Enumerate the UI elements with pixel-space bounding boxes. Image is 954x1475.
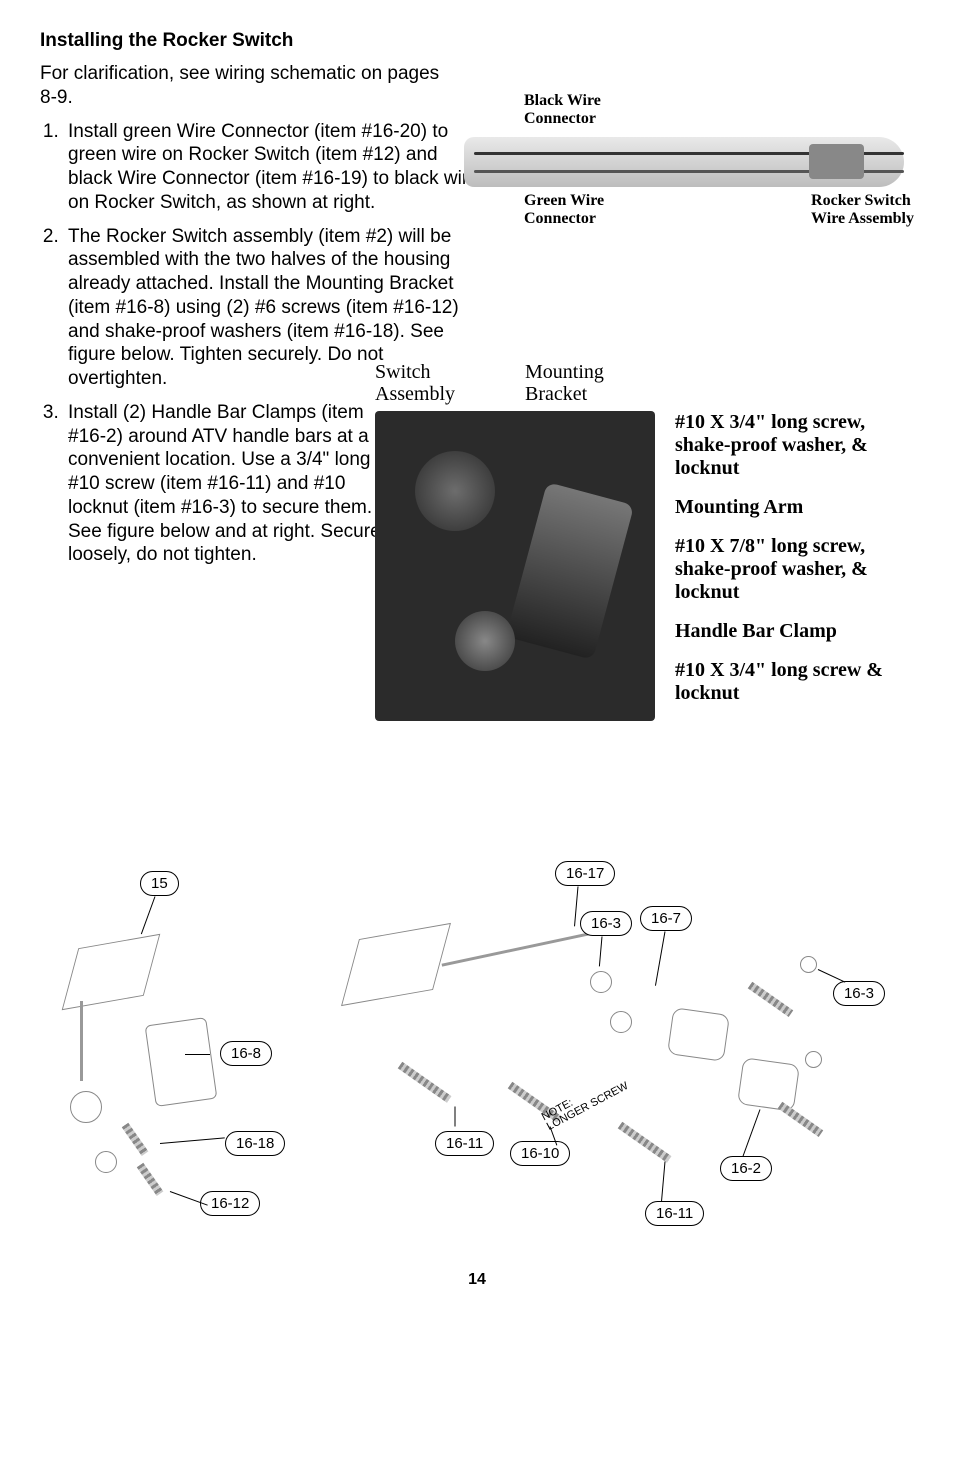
black-wire-label: Black Wire Connector bbox=[524, 92, 601, 127]
switch-assembly-figure: Switch Assembly Mounting Bracket #10 X 3… bbox=[375, 361, 935, 721]
sketch-part bbox=[667, 1007, 730, 1061]
callout-screw-7-8: #10 X 7/8" long screw, shake-proof washe… bbox=[675, 535, 915, 604]
sketch-part bbox=[610, 1011, 632, 1033]
leader-line bbox=[574, 886, 578, 926]
step-1: Install green Wire Connector (item #16-2… bbox=[64, 120, 484, 215]
right-exploded-diagram: NOTE: LONGER SCREW 16-17 16-3 16-7 16-3 … bbox=[320, 861, 890, 1241]
leader-line bbox=[160, 1137, 225, 1144]
callout-screw-3-4: #10 X 3/4" long screw, shake-proof washe… bbox=[675, 411, 915, 480]
left-exploded-diagram: 15 16-8 16-18 16-12 bbox=[40, 861, 300, 1241]
sketch-part bbox=[145, 1017, 218, 1107]
balloon-16-2: 16-2 bbox=[720, 1156, 772, 1181]
bracket-graphic bbox=[506, 482, 634, 660]
knob-graphic bbox=[415, 451, 495, 531]
sketch-screw bbox=[122, 1122, 149, 1155]
sketch-part bbox=[62, 934, 161, 1010]
sketch-part bbox=[70, 1091, 102, 1123]
callout-mounting-arm: Mounting Arm bbox=[675, 496, 915, 519]
rocker-switch-wire-label: Rocker Switch Wire Assembly bbox=[811, 192, 914, 227]
balloon-16-7: 16-7 bbox=[640, 906, 692, 931]
balloon-16-3: 16-3 bbox=[580, 911, 632, 936]
balloon-16-17: 16-17 bbox=[555, 861, 615, 886]
callout-screw-3-4-locknut: #10 X 3/4" long screw & locknut bbox=[675, 659, 915, 705]
sketch-part bbox=[737, 1057, 800, 1111]
green-wire-label: Green Wire Connector bbox=[524, 192, 604, 227]
leader-line bbox=[661, 1161, 665, 1201]
sketch-screw bbox=[618, 1121, 672, 1162]
callouts-column: #10 X 3/4" long screw, shake-proof washe… bbox=[675, 411, 915, 721]
section-heading: Installing the Rocker Switch bbox=[40, 30, 914, 52]
sketch-screw bbox=[137, 1162, 164, 1195]
connector-cap-graphic bbox=[809, 144, 864, 179]
balloon-16-12: 16-12 bbox=[200, 1191, 260, 1216]
steps-list-continued: Install (2) Handle Bar Clamps (item #16-… bbox=[40, 401, 394, 567]
intro-text: For clarification, see wiring schematic … bbox=[40, 62, 440, 110]
leader-line bbox=[742, 1109, 760, 1156]
note-label: NOTE: LONGER SCREW bbox=[540, 1071, 630, 1133]
leader-line bbox=[455, 1106, 456, 1126]
sketch-screw bbox=[778, 1101, 824, 1136]
sketch-part bbox=[80, 1001, 83, 1081]
leader-line bbox=[818, 969, 846, 983]
sketch-part bbox=[805, 1051, 822, 1068]
wire-assembly-figure: Black Wire Connector Green Wire Connecto… bbox=[464, 92, 924, 252]
sketch-part bbox=[590, 971, 612, 993]
balloon-16-10: 16-10 bbox=[510, 1141, 570, 1166]
sketch-screw bbox=[398, 1061, 452, 1102]
sketch-part bbox=[442, 928, 609, 966]
sketch-part bbox=[95, 1151, 117, 1173]
balloon-16-11-bottom: 16-11 bbox=[645, 1201, 704, 1226]
leader-line bbox=[599, 936, 603, 966]
sketch-screw bbox=[748, 981, 794, 1016]
balloon-16-11: 16-11 bbox=[435, 1131, 494, 1156]
switch-assembly-label: Switch Assembly bbox=[375, 361, 525, 405]
step-3: Install (2) Handle Bar Clamps (item #16-… bbox=[64, 401, 394, 567]
leader-line bbox=[185, 1054, 210, 1055]
leader-line bbox=[141, 896, 156, 934]
sketch-part bbox=[800, 956, 817, 973]
balloon-16-3-right: 16-3 bbox=[833, 981, 885, 1006]
page-number: 14 bbox=[40, 1271, 914, 1289]
mounting-bracket-label: Mounting Bracket bbox=[525, 361, 655, 405]
leader-line bbox=[655, 931, 666, 985]
small-knob-graphic bbox=[455, 611, 515, 671]
balloon-15: 15 bbox=[140, 871, 179, 896]
steps-list: Install green Wire Connector (item #16-2… bbox=[40, 120, 484, 391]
balloon-16-18: 16-18 bbox=[225, 1131, 285, 1156]
callout-handle-bar-clamp: Handle Bar Clamp bbox=[675, 620, 915, 643]
switch-photo-graphic bbox=[375, 411, 655, 721]
sketch-part bbox=[341, 923, 451, 1006]
balloon-16-8: 16-8 bbox=[220, 1041, 272, 1066]
